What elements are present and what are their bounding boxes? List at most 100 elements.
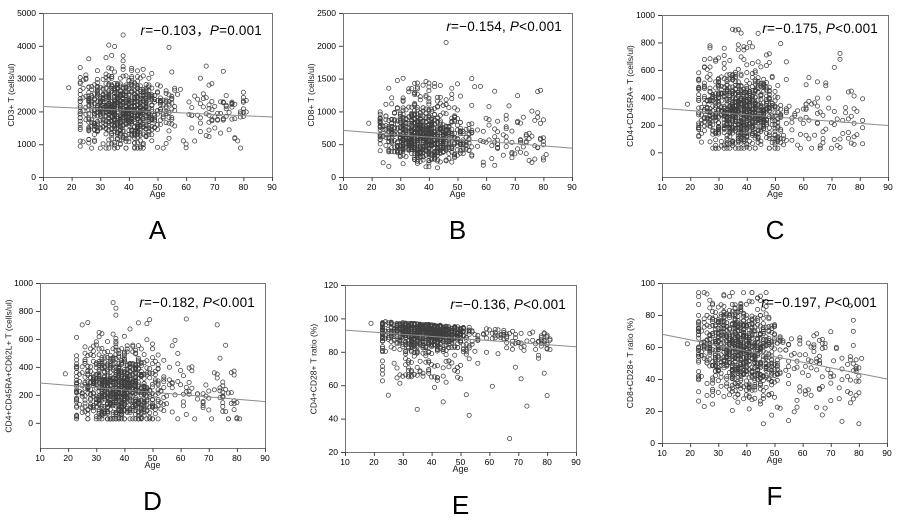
- svg-text:60: 60: [181, 182, 191, 192]
- svg-text:1000: 1000: [14, 278, 33, 288]
- p-value: <0.001: [835, 21, 878, 36]
- r-value: =−0.175: [767, 21, 818, 36]
- svg-text:20: 20: [367, 182, 377, 192]
- svg-text:70: 70: [204, 453, 214, 463]
- correlation-annotation: r=−0.136, P<0.001: [345, 297, 566, 312]
- p-symbol: P: [825, 21, 836, 36]
- y-axis-label: CD8+ T (cells/ul): [306, 63, 316, 127]
- scatter-panel-e: 20 40 60 80 100 120 10 20 30 40 50 60 70 80 90 CD4+CD2…: [300, 262, 600, 524]
- x-axis-label: Age: [144, 460, 161, 470]
- r-value: =−0.197: [766, 295, 817, 310]
- svg-text:20: 20: [369, 457, 379, 467]
- svg-text:90: 90: [571, 457, 581, 467]
- r-value: =−0.103: [145, 23, 197, 38]
- x-axis-label: Age: [449, 189, 466, 199]
- r-symbol: r: [140, 23, 146, 38]
- panel-letter: C: [765, 215, 785, 245]
- y-axis-label: CD4+CD45RA+CD62L+ T (cells/ul): [3, 298, 13, 433]
- svg-text:70: 70: [210, 182, 220, 192]
- svg-text:80: 80: [329, 347, 339, 357]
- y-axis-label: CD4+CD45RA+ T (cells/ul): [625, 45, 635, 147]
- svg-text:200: 200: [19, 390, 33, 400]
- x-axis-label: Age: [452, 464, 469, 474]
- svg-text:90: 90: [267, 182, 277, 192]
- separator: ,: [506, 297, 514, 312]
- p-value: <0.001: [212, 295, 255, 310]
- svg-text:70: 70: [827, 182, 837, 192]
- svg-text:30: 30: [396, 182, 406, 192]
- scatter-panel-d: 0 200 400 600 800 1000 10 20 30 40 50 60 70 80 90 CD4+…: [0, 262, 300, 524]
- svg-text:30: 30: [96, 182, 106, 192]
- panel-letter: B: [448, 215, 467, 245]
- p-value: =0.001: [219, 23, 262, 38]
- svg-text:2000: 2000: [17, 106, 36, 116]
- scatter-panel-b: 0 500 1000 1500 2000 2500 10 20 30 40 50 60 70 80 90 C…: [300, 0, 600, 262]
- svg-text:1500: 1500: [317, 74, 336, 84]
- svg-text:80: 80: [855, 182, 865, 192]
- svg-text:10: 10: [340, 457, 350, 467]
- svg-text:500: 500: [322, 139, 336, 149]
- y-axis-label: CD4+CD28+ T ratio (%): [308, 323, 318, 414]
- r-symbol: r: [762, 21, 768, 36]
- svg-text:10: 10: [657, 182, 667, 192]
- r-symbol: r: [450, 297, 456, 312]
- svg-text:80: 80: [542, 457, 552, 467]
- svg-text:70: 70: [510, 182, 520, 192]
- svg-text:40: 40: [427, 457, 437, 467]
- svg-text:120: 120: [324, 280, 338, 290]
- separator: ,: [818, 21, 826, 36]
- p-symbol: P: [509, 19, 520, 34]
- svg-text:40: 40: [124, 182, 134, 192]
- svg-text:200: 200: [641, 120, 655, 130]
- svg-text:60: 60: [481, 182, 491, 192]
- svg-text:40: 40: [424, 182, 434, 192]
- svg-text:3000: 3000: [17, 74, 36, 84]
- svg-text:1000: 1000: [317, 106, 336, 116]
- correlation-annotation: r=−0.182, P<0.001: [40, 295, 255, 310]
- svg-text:20: 20: [63, 453, 73, 463]
- svg-text:600: 600: [641, 65, 655, 75]
- svg-text:80: 80: [539, 182, 549, 192]
- panel-letter: A: [148, 215, 167, 245]
- correlation-annotation: r=−0.175, P<0.001: [662, 21, 878, 36]
- scatter-plot-b: 0 500 1000 1500 2000 2500 10 20 30 40 50 60 70 80 90: [317, 8, 577, 192]
- svg-text:5000: 5000: [17, 8, 36, 18]
- p-value: <0.001: [834, 295, 877, 310]
- p-value: <0.001: [523, 297, 566, 312]
- svg-text:90: 90: [883, 182, 893, 192]
- r-value: =−0.182: [144, 295, 195, 310]
- separator: ,: [502, 19, 510, 34]
- separator: ,: [817, 295, 825, 310]
- scatter-panel-a: 0 1000 2000 3000 4000 5000 10 20 30 40 50 60 70 80 90 …: [0, 0, 300, 262]
- svg-text:400: 400: [19, 362, 33, 372]
- r-symbol: r: [446, 19, 452, 34]
- panel-letter: D: [143, 486, 162, 516]
- svg-text:20: 20: [67, 182, 77, 192]
- r-symbol: r: [139, 295, 145, 310]
- x-axis-label: Age: [766, 455, 783, 465]
- svg-text:10: 10: [38, 182, 48, 192]
- svg-text:60: 60: [329, 380, 339, 390]
- x-axis-label: Age: [766, 189, 783, 199]
- svg-text:0: 0: [650, 147, 655, 157]
- r-value: =−0.154: [451, 19, 502, 34]
- p-symbol: P: [209, 23, 220, 38]
- correlation-annotation: r=−0.103，P=0.001: [43, 19, 262, 39]
- p-value: <0.001: [519, 19, 562, 34]
- svg-text:10: 10: [35, 453, 45, 463]
- svg-text:60: 60: [176, 453, 186, 463]
- svg-text:70: 70: [514, 457, 524, 467]
- svg-text:100: 100: [324, 313, 338, 323]
- svg-text:50: 50: [456, 457, 466, 467]
- svg-text:40: 40: [329, 414, 339, 424]
- svg-text:80: 80: [232, 453, 242, 463]
- y-axis-label: CD3+ T (cells/ul): [6, 63, 16, 127]
- x-axis-label: Age: [149, 189, 166, 199]
- svg-text:800: 800: [19, 306, 33, 316]
- scatter-plot-d: 0 200 400 600 800 1000 10 20 30 40 50 60 70 80 90: [14, 278, 270, 463]
- svg-text:40: 40: [742, 182, 752, 192]
- svg-text:0: 0: [331, 172, 336, 182]
- scatter-panel-c: 0 200 400 600 800 1000 10 20 30 40 50 60 70 80 90 CD4+…: [600, 0, 900, 262]
